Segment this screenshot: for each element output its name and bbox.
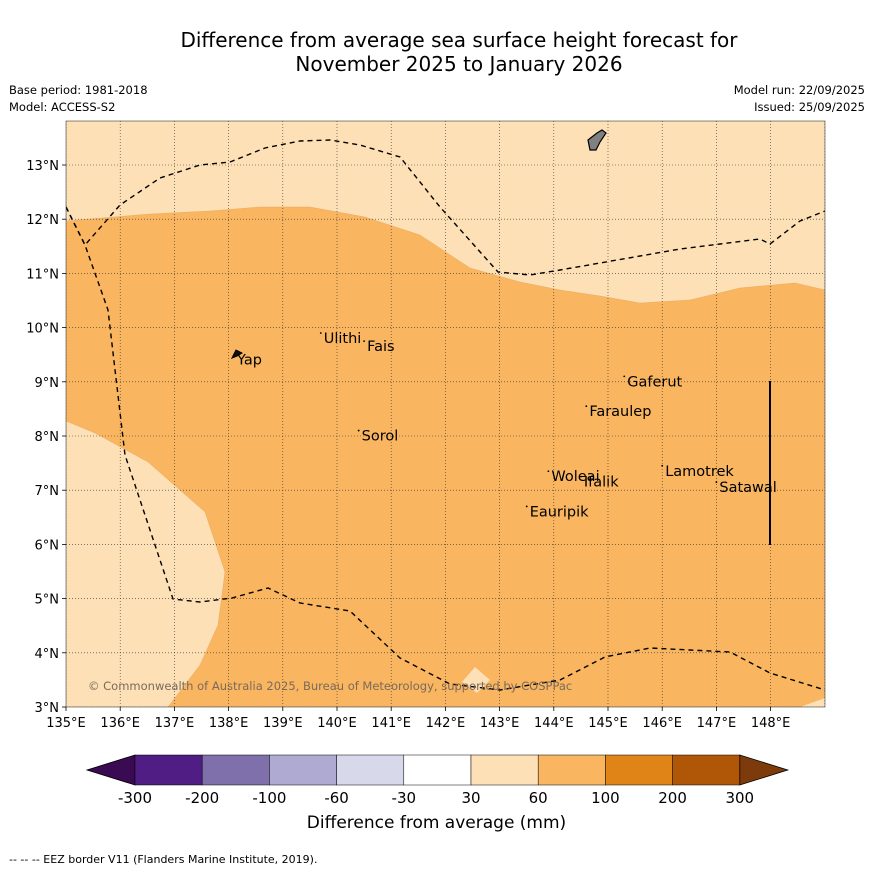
chart-title: Difference from average sea surface heig…	[0, 28, 873, 76]
latitude-label: 12°N	[26, 213, 59, 228]
colorbar-tick-label: 200	[658, 789, 687, 807]
colorbar-bin	[605, 754, 673, 786]
latitude-label: 11°N	[26, 267, 59, 282]
longitude-label: 141°E	[371, 716, 411, 731]
longitude-label: 146°E	[642, 716, 682, 731]
place-marker	[233, 353, 235, 356]
place-label: Ulithi	[324, 331, 362, 347]
longitude-label: 136°E	[100, 716, 140, 731]
longitude-labels: 135°E 136°E 137°E 138°E 139°E 140°E 141°E 142°E…	[46, 707, 790, 731]
longitude-label: 138°E	[209, 716, 249, 731]
colorbar-tick-label: 300	[725, 789, 754, 807]
eez-legend-note: -- -- -- EEZ border V11 (Flanders Marine…	[9, 853, 318, 866]
place-marker	[715, 481, 718, 483]
model-run: Model run: 22/09/2025	[733, 83, 865, 97]
latitude-label: 3°N	[35, 701, 60, 716]
latitude-label: 7°N	[35, 484, 60, 499]
longitude-label: 142°E	[426, 716, 466, 731]
longitude-label: 140°E	[317, 716, 357, 731]
issued-date: Issued: 25/09/2025	[754, 100, 865, 114]
latitude-label: 13°N	[26, 159, 59, 174]
eez-border-south	[66, 206, 825, 691]
place-label: Yap	[236, 353, 262, 369]
place-label: Eauripik	[530, 504, 589, 520]
place-label: Woleai	[551, 469, 599, 485]
place-marker	[357, 429, 360, 432]
colorbar-bin	[470, 754, 539, 786]
place-marker	[580, 475, 582, 478]
place-marker	[319, 332, 322, 334]
colorbar-tick-label: -200	[185, 789, 219, 807]
place-marker	[547, 470, 550, 473]
longitude-label: 144°E	[534, 716, 574, 731]
latitude-label: 10°N	[26, 322, 59, 337]
longitude-label: 145°E	[588, 716, 628, 731]
title-line-2: November 2025 to January 2026	[295, 52, 623, 76]
anomaly-30-60-patch	[462, 667, 490, 693]
copyright-notice: © Commonwealth of Australia 2025, Bureau…	[88, 679, 572, 693]
map-area: Yap Ulithi Fais Sorol Gaferut Faraulep WoleaiI…	[66, 121, 825, 707]
longitude-label: 137°E	[155, 716, 195, 731]
place-label: Lamotrek	[665, 464, 734, 480]
longitude-label: 143°E	[480, 716, 520, 731]
latitude-label: 9°N	[35, 376, 60, 391]
graticule	[66, 121, 825, 707]
colorbar-tick-label: 60	[529, 789, 548, 807]
anomaly-30-60-region-southwest	[66, 420, 226, 707]
colorbar-tick-label: -300	[118, 789, 152, 807]
place-label: Ifalik	[584, 475, 619, 491]
latitude-label: 8°N	[35, 430, 60, 445]
colorbar-bin	[336, 754, 405, 786]
base-period: Base period: 1981-2018	[9, 83, 148, 97]
anomaly-30-60-corner	[800, 698, 825, 707]
colorbar-bin	[672, 754, 741, 786]
longitude-label: 139°E	[263, 716, 303, 731]
colorbar-tick-label: 100	[591, 789, 620, 807]
eez-border-north	[66, 139, 825, 276]
longitude-label: 135°E	[46, 716, 86, 731]
place-labels: Yap Ulithi Fais Sorol Gaferut Faraulep WoleaiI…	[233, 331, 777, 520]
colorbar-bin	[269, 754, 337, 786]
place-marker	[661, 464, 664, 467]
place-label: Faraulep	[589, 404, 651, 420]
place-marker	[525, 505, 528, 508]
colorbar-extend-high	[739, 754, 790, 786]
colorbar-tick-labels: -300 -200 -100 -60 -30 30 60 100 200 300	[118, 789, 754, 807]
meta-right: Model run: 22/09/2025 Issued: 25/09/2025	[734, 82, 865, 116]
colorbar-bin	[403, 754, 472, 786]
yap-island-shape	[230, 349, 244, 359]
colorbar-tick-label: -100	[252, 789, 286, 807]
colorbar-tick-label: -30	[392, 789, 417, 807]
latitude-labels: 3°N 4°N 5°N 6°N 7°N 8°N 9°N 10°N 11°N 12°N 13°N	[26, 159, 66, 716]
latitude-label: 5°N	[35, 593, 60, 608]
place-label: Satawal	[719, 480, 776, 496]
guam-island-shape	[587, 129, 607, 151]
latitude-label: 6°N	[35, 538, 60, 553]
place-label: Gaferut	[627, 374, 682, 390]
colorbar-tick-label: -60	[324, 789, 349, 807]
colorbar-bin	[537, 754, 606, 786]
longitude-label: 147°E	[697, 716, 737, 731]
place-label: Fais	[367, 339, 394, 355]
colorbar-tick-label: 30	[461, 789, 480, 807]
colorbar-title: Difference from average (mm)	[306, 813, 567, 833]
place-marker	[363, 340, 365, 343]
meta-left: Base period: 1981-2018 Model: ACCESS-S2	[9, 82, 148, 116]
place-marker	[585, 405, 588, 408]
place-marker	[623, 375, 626, 378]
place-label: Sorol	[362, 429, 399, 445]
colorbar-bin	[201, 754, 270, 786]
model-name: Model: ACCESS-S2	[9, 100, 116, 114]
colorbar	[85, 754, 790, 786]
longitude-label: 148°E	[751, 716, 791, 731]
colorbar-extend-low	[85, 754, 136, 786]
latitude-label: 4°N	[35, 647, 60, 662]
title-line-1: Difference from average sea surface heig…	[180, 28, 738, 52]
colorbar-bin	[134, 754, 203, 786]
